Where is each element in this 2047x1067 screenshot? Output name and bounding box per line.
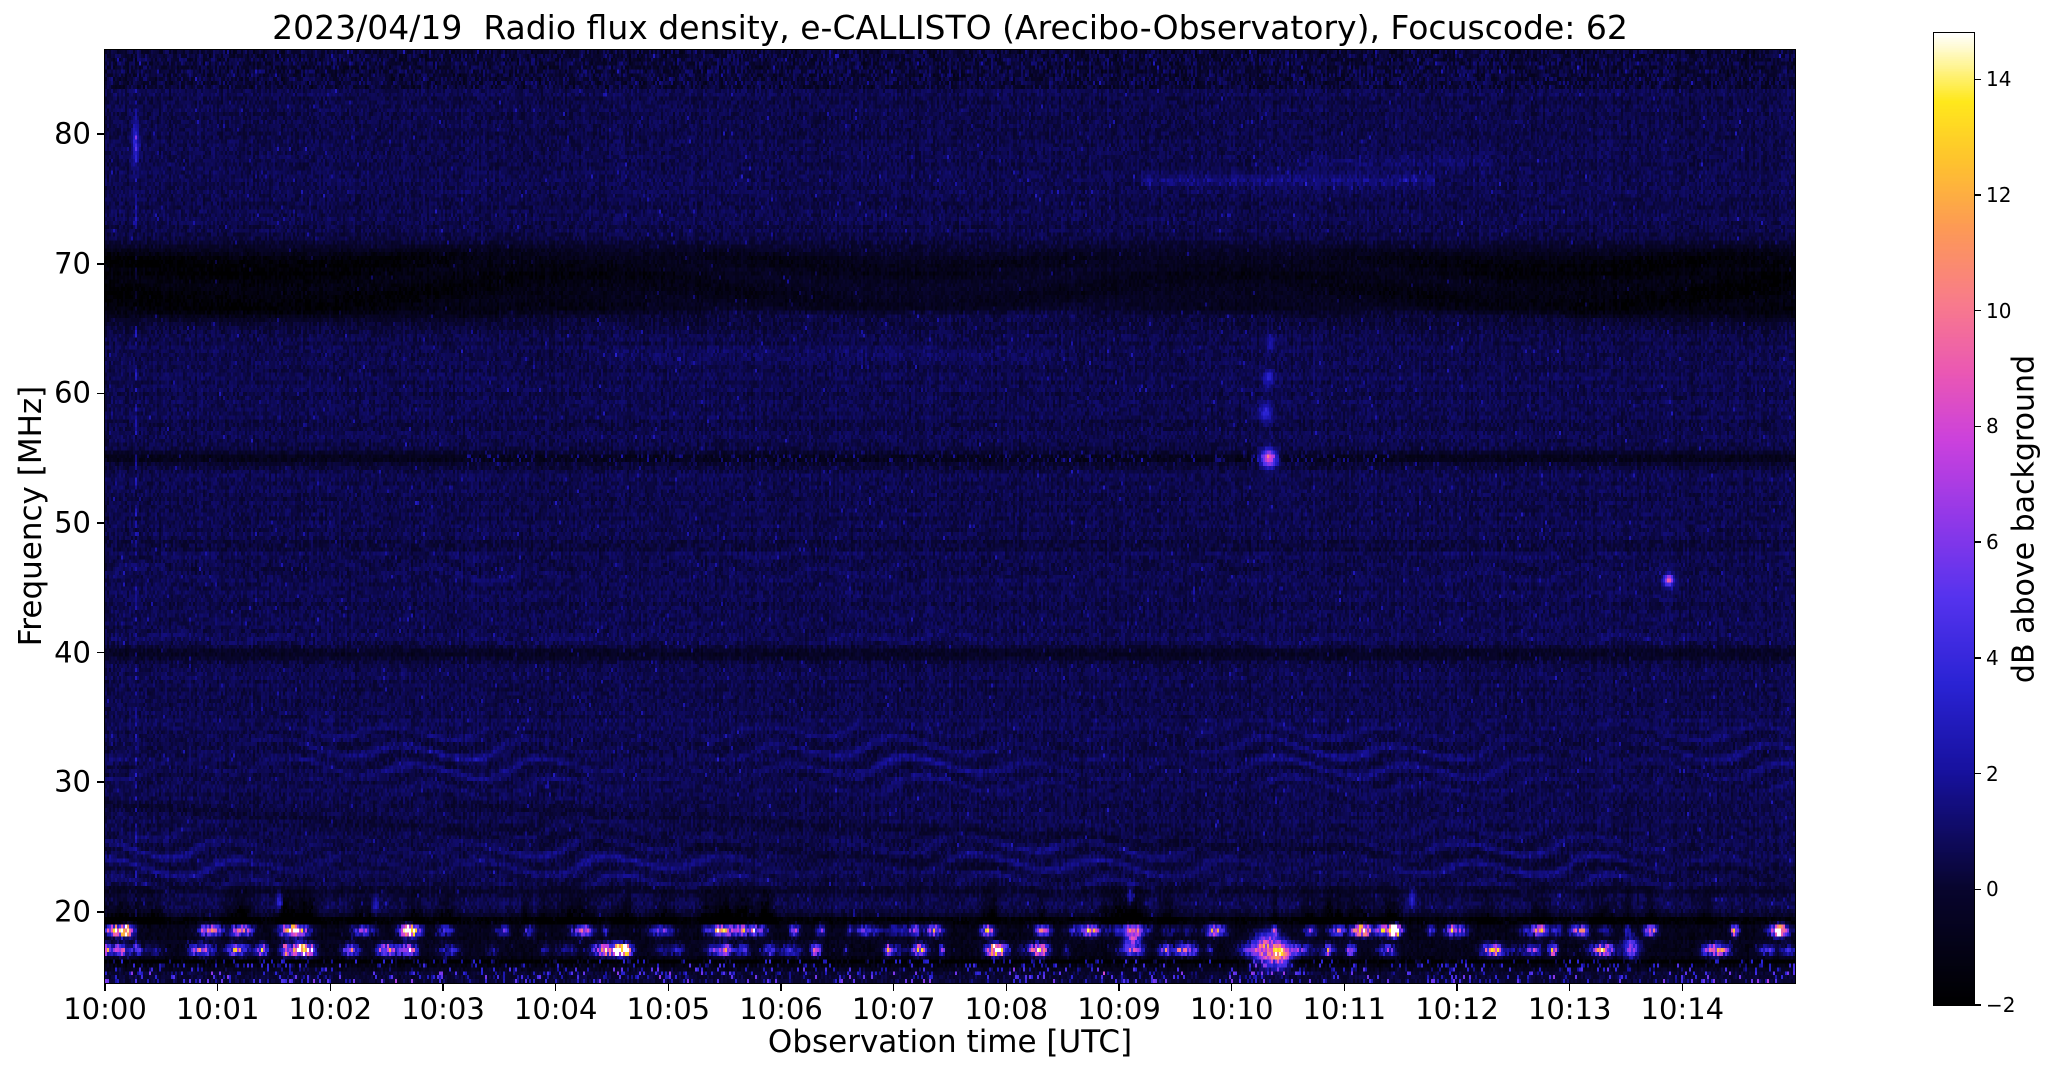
x-tick-label: 10:07 — [851, 992, 936, 1026]
x-tick-label: 10:06 — [739, 992, 823, 1026]
x-tick-label: 10:11 — [1302, 992, 1387, 1026]
y-tick-mark — [97, 781, 105, 783]
x-tick-label: 10:09 — [1077, 992, 1161, 1026]
x-tick-mark — [104, 983, 106, 991]
colorbar — [1934, 33, 1974, 1005]
y-tick-mark — [97, 910, 105, 913]
x-tick-label: 10:03 — [401, 992, 485, 1026]
colorbar-tick-mark — [1974, 425, 1981, 428]
y-tick-mark — [97, 133, 105, 136]
spectrogram-image — [105, 50, 1795, 983]
x-tick-mark — [1230, 983, 1233, 991]
x-tick-mark — [780, 983, 782, 991]
x-tick-label: 10:02 — [288, 992, 373, 1026]
x-axis-label: Observation time [UTC] — [767, 1024, 1133, 1060]
x-tick-mark — [1118, 983, 1120, 991]
colorbar-tick-label: 0 — [1986, 877, 1999, 902]
colorbar-tick-mark — [1974, 1004, 1981, 1006]
colorbar-tick-label: 6 — [1986, 530, 1999, 555]
x-tick-mark — [1568, 983, 1571, 991]
x-tick-mark — [667, 983, 670, 991]
y-tick-label: 70 — [54, 246, 91, 281]
colorbar-tick-label: −2 — [1986, 993, 2016, 1017]
colorbar-tick-label: 8 — [1986, 414, 1999, 439]
y-tick-mark — [97, 522, 105, 524]
colorbar-tick-mark — [1974, 310, 1981, 312]
colorbar-tick-label: 2 — [1986, 761, 1999, 786]
x-tick-mark — [329, 983, 332, 991]
x-tick-mark — [1343, 983, 1346, 991]
colorbar-label: dB above background — [2006, 354, 2042, 684]
x-tick-mark — [442, 983, 444, 991]
colorbar-tick-mark — [1974, 541, 1981, 543]
x-tick-label: 10:05 — [626, 992, 711, 1026]
colorbar-tick-mark — [1974, 78, 1981, 80]
y-tick-label: 50 — [54, 505, 91, 540]
colorbar-tick-mark — [1974, 772, 1981, 775]
x-tick-mark — [892, 983, 895, 991]
y-tick-label: 60 — [54, 375, 91, 410]
y-tick-label: 20 — [54, 894, 91, 929]
x-tick-mark — [1681, 983, 1684, 991]
x-tick-mark — [1456, 983, 1458, 991]
x-tick-label: 10:10 — [1189, 992, 1274, 1026]
y-tick-mark — [97, 392, 105, 395]
y-tick-label: 30 — [54, 764, 91, 799]
x-tick-mark — [554, 983, 557, 991]
x-tick-label: 10:13 — [1527, 992, 1612, 1026]
x-tick-label: 10:08 — [964, 992, 1049, 1026]
x-tick-mark — [216, 983, 219, 991]
x-tick-label: 10:00 — [63, 992, 147, 1026]
colorbar-tick-label: 12 — [1986, 183, 2012, 207]
y-tick-mark — [97, 651, 105, 654]
x-tick-label: 10:12 — [1415, 992, 1499, 1026]
colorbar-tick-mark — [1974, 194, 1981, 196]
y-tick-mark — [97, 263, 105, 265]
x-tick-mark — [1005, 983, 1008, 991]
colorbar-tick-label: 4 — [1986, 645, 1999, 670]
x-tick-label: 10:04 — [513, 992, 598, 1026]
x-tick-label: 10:14 — [1640, 992, 1725, 1026]
colorbar-tick-label: 10 — [1986, 298, 2012, 323]
colorbar-tick-mark — [1974, 657, 1981, 659]
colorbar-tick-label: 14 — [1986, 67, 2012, 92]
y-tick-label: 80 — [54, 116, 91, 151]
y-tick-label: 40 — [54, 635, 91, 670]
chart-title: 2023/04/19 Radio flux density, e-CALLIST… — [272, 8, 1628, 47]
x-tick-label: 10:01 — [175, 992, 260, 1026]
colorbar-tick-mark — [1974, 888, 1981, 890]
